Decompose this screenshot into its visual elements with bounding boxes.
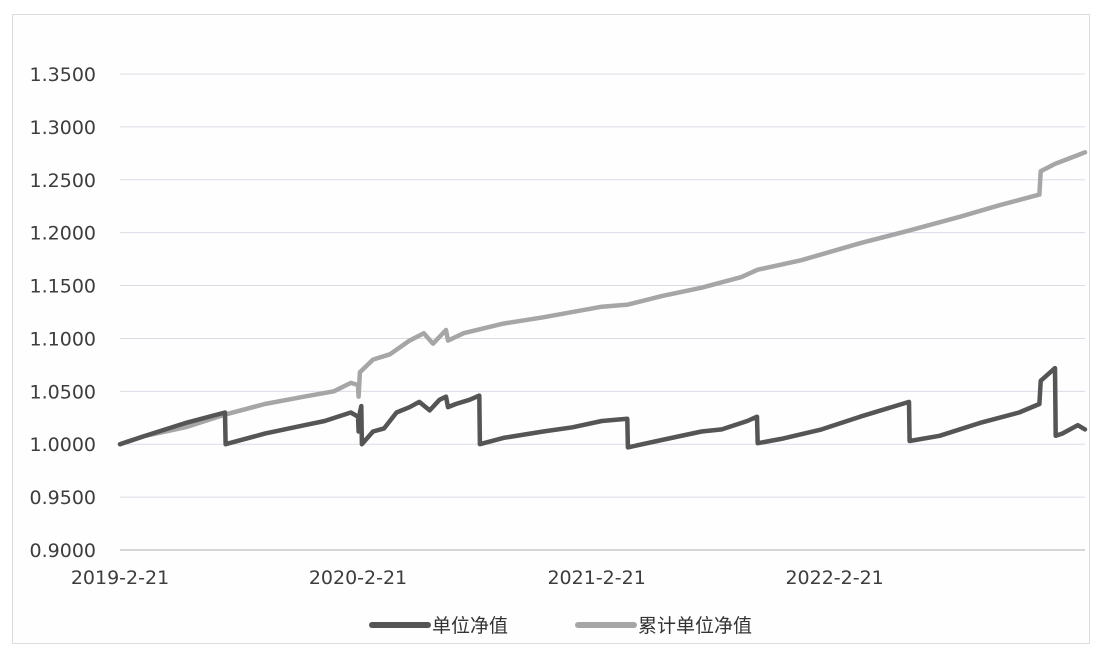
legend-label: 单位净值 bbox=[432, 615, 508, 637]
y-tick-label: 1.0000 bbox=[30, 434, 96, 456]
y-tick-label: 1.0500 bbox=[30, 381, 96, 403]
x-tick-label: 2022-2-21 bbox=[785, 567, 883, 589]
legend-label: 累计单位净值 bbox=[638, 615, 752, 637]
x-tick-label: 2020-2-21 bbox=[309, 567, 407, 589]
gridlines bbox=[120, 73, 1085, 498]
x-axis-ticks: 2019-2-21 2020-2-21 2021-2-21 2022-2-21 bbox=[71, 567, 884, 589]
legend: 单位净值 累计单位净值 bbox=[369, 615, 752, 637]
chart-frame bbox=[12, 14, 1090, 644]
y-tick-label: 1.3000 bbox=[30, 117, 96, 139]
series-line-1 bbox=[117, 150, 1088, 447]
x-tick-label: 2019-2-21 bbox=[71, 567, 169, 589]
series-lines bbox=[117, 150, 1088, 450]
y-tick-label: 1.2000 bbox=[30, 223, 96, 245]
series-line-0 bbox=[117, 365, 1088, 450]
x-tick-label: 2021-2-21 bbox=[547, 567, 645, 589]
y-tick-label: 1.1000 bbox=[30, 328, 96, 350]
y-tick-label: 0.9000 bbox=[30, 540, 96, 562]
y-tick-label: 0.9500 bbox=[30, 487, 96, 509]
y-axis-ticks: 1.3500 1.3000 1.2500 1.2000 1.1500 1.1000 1.05… bbox=[30, 64, 96, 562]
y-tick-label: 1.1500 bbox=[30, 276, 96, 298]
y-tick-label: 1.2500 bbox=[30, 170, 96, 192]
y-tick-label: 1.3500 bbox=[30, 64, 96, 86]
